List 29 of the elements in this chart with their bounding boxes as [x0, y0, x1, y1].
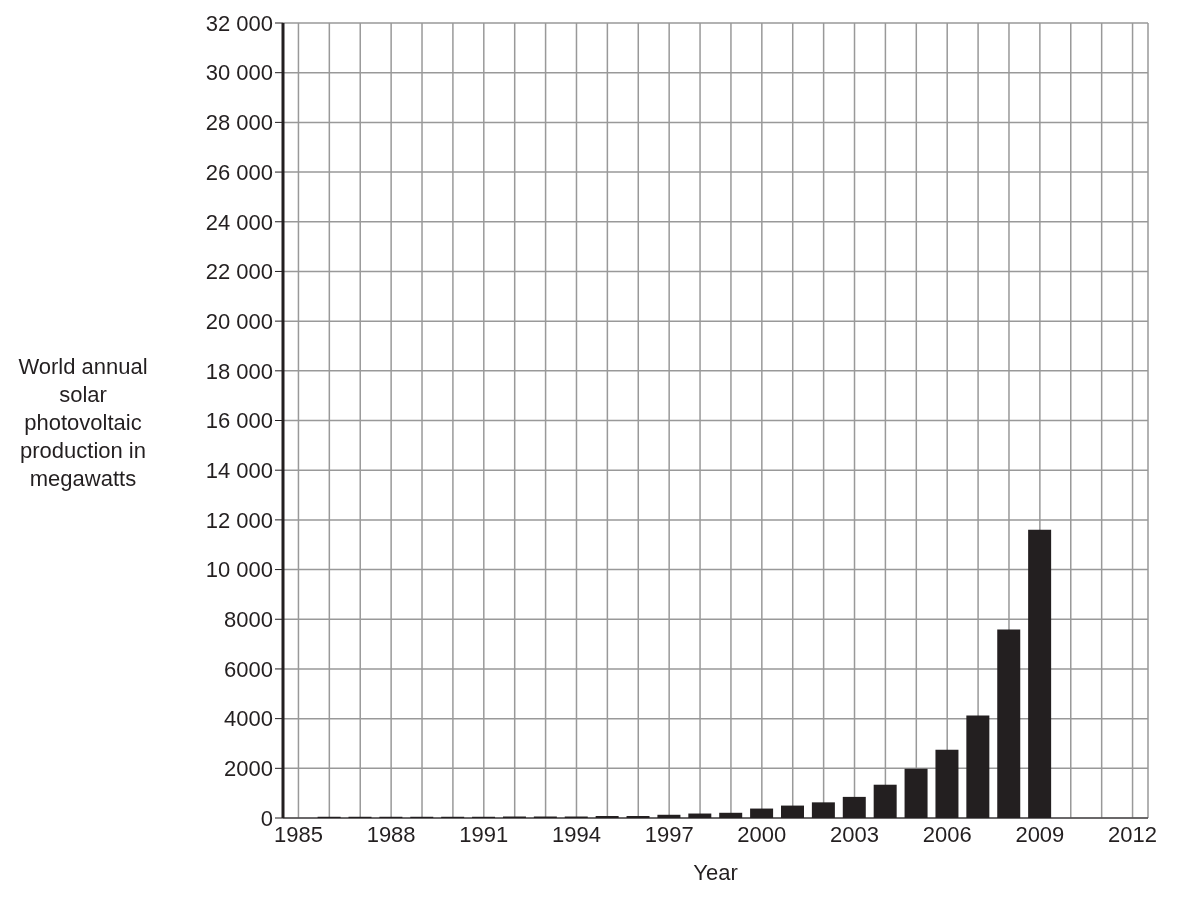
x-tick-label: 2006: [922, 821, 972, 847]
x-tick-label: 1997: [644, 821, 694, 847]
y-tick-label: 12 000: [205, 507, 273, 533]
x-tick-label: 2000: [737, 821, 787, 847]
x-tick-label: 2009: [1015, 821, 1065, 847]
y-tick-label: 18 000: [205, 358, 273, 384]
x-axis-title: Year: [693, 860, 738, 885]
x-tick-label: 1988: [366, 821, 416, 847]
y-axis-title: World annual solar photovoltaic production in megawatts: [17, 353, 149, 493]
y-tick-label: 14 000: [205, 458, 273, 483]
y-tick-label: 0: [260, 805, 273, 831]
x-tick-label: 1991: [459, 821, 509, 847]
y-tick-label: 6000: [224, 656, 273, 682]
y-tick-label: 8000: [224, 607, 273, 633]
y-tick-label: 24 000: [205, 209, 273, 235]
y-tick-label: 2000: [224, 756, 273, 782]
y-tick-label: 22 000: [205, 259, 273, 285]
y-tick-label: 4000: [224, 706, 273, 732]
x-tick-label: 2012: [1108, 821, 1158, 847]
y-tick-label: 28 000: [205, 110, 273, 136]
y-tick-label: 30 000: [205, 60, 273, 86]
y-tick-label: 32 000: [205, 10, 273, 36]
y-tick-label: 10 000: [205, 557, 273, 583]
x-tick-label: 1994: [552, 821, 601, 847]
y-tick-label: 16 000: [205, 408, 273, 434]
y-tick-label: 20 000: [205, 308, 273, 334]
x-tick-label: 2003: [830, 821, 879, 847]
y-tick-label: 26 000: [205, 159, 273, 185]
x-tick-label: 1985: [273, 821, 323, 847]
